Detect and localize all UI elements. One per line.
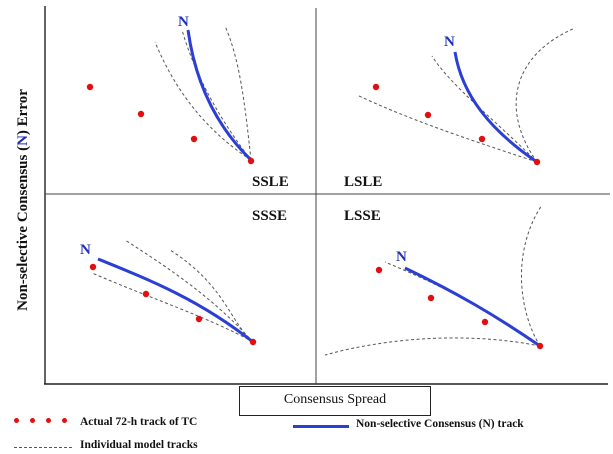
- model-track: [124, 239, 254, 343]
- x-axis-title: Consensus Spread: [283, 392, 387, 407]
- actual-track-point: [137, 110, 145, 118]
- actual-track-point: [190, 135, 198, 143]
- legend-dot: [14, 418, 19, 423]
- actual-track-point: [424, 111, 432, 119]
- actual-track-point: [195, 315, 203, 323]
- legend-actual-track-label: Actual 72-h track of TC: [80, 416, 198, 428]
- consensus-track: [453, 51, 538, 164]
- legend-model-tracks-symbol: [14, 447, 72, 448]
- model-track: [324, 337, 541, 356]
- model-track: [154, 41, 252, 161]
- model-track: [515, 27, 576, 163]
- legend-consensus-track-label: Non-selective Consensus (N) track: [356, 418, 524, 430]
- quadrant-lsse: LSSE N: [324, 204, 544, 356]
- y-axis-title: Non-selective Consensus (N) Error: [15, 89, 31, 311]
- model-track: [181, 29, 252, 161]
- legend-consensus-track-symbol: [293, 425, 349, 428]
- actual-track-point: [375, 266, 383, 274]
- actual-track-point: [372, 83, 380, 91]
- consensus-label: N: [396, 249, 407, 265]
- actual-track-point: [86, 83, 94, 91]
- consensus-track: [404, 266, 541, 348]
- actual-track-point: [478, 135, 486, 143]
- model-track: [224, 25, 252, 161]
- legend-dot: [30, 418, 35, 423]
- legend-actual-track-symbol: [14, 416, 76, 426]
- consensus-track: [186, 29, 253, 162]
- quadrant-label-ssle: SSLE: [252, 174, 289, 190]
- model-track: [521, 204, 543, 347]
- actual-track-point: [427, 294, 435, 302]
- model-track: [431, 55, 538, 163]
- actual-track-point: [247, 157, 255, 165]
- actual-track-point: [142, 290, 150, 298]
- quadrant-label-ssse: SSSE: [252, 208, 287, 224]
- consensus-label: N: [178, 14, 189, 30]
- legend-dot: [62, 418, 67, 423]
- consensus-label: N: [444, 34, 455, 50]
- actual-track-point: [89, 263, 97, 271]
- actual-track-point: [536, 342, 544, 350]
- model-track: [384, 261, 541, 347]
- quadrant-ssse: SSSE N: [80, 208, 287, 346]
- actual-track-point: [481, 318, 489, 326]
- model-track: [169, 249, 254, 343]
- consensus-track: [97, 257, 254, 344]
- x-axis-title-box: Consensus Spread: [239, 386, 431, 416]
- legend-model-tracks-label: Individual model tracks: [80, 439, 198, 451]
- quadrant-lsle: N LSLE: [344, 27, 576, 190]
- quadrant-label-lsse: LSSE: [344, 208, 381, 224]
- model-track: [91, 272, 254, 343]
- model-track: [356, 94, 538, 163]
- quadrant-ssle: N SSLE: [86, 14, 289, 190]
- consensus-label: N: [80, 242, 91, 258]
- legend-dot: [46, 418, 51, 423]
- actual-track-point: [533, 158, 541, 166]
- quadrant-label-lsle: LSLE: [344, 174, 382, 190]
- actual-track-point: [249, 338, 257, 346]
